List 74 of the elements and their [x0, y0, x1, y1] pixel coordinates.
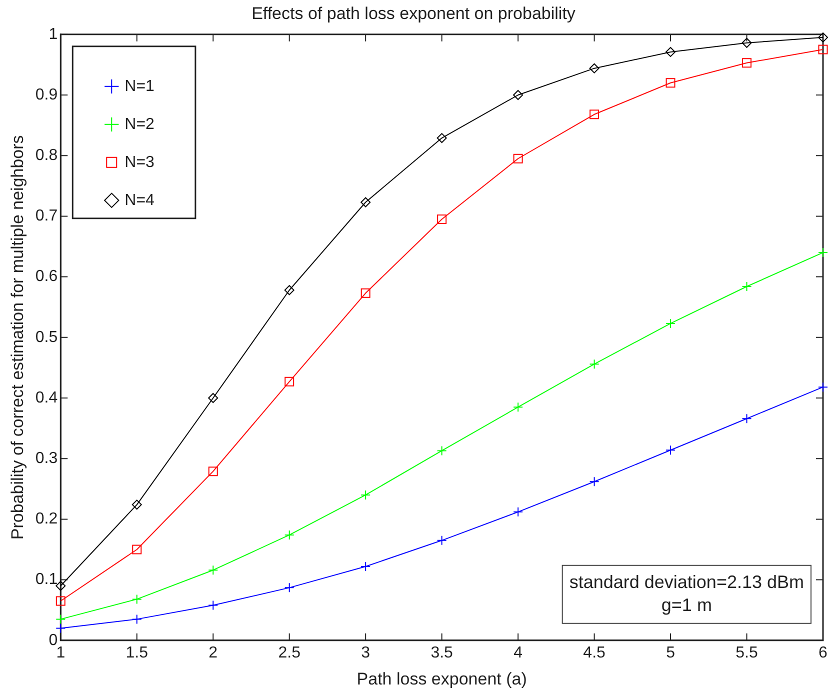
- legend-label: N=4: [124, 192, 155, 209]
- x-tick-label: 3.5: [430, 644, 454, 662]
- x-tick-label: 2: [208, 644, 218, 662]
- legend-label: N=3: [124, 154, 155, 171]
- point: [132, 544, 142, 554]
- x-tick-label: 4: [514, 644, 523, 662]
- y-tick-label: 0.6: [35, 268, 58, 286]
- y-tick-label: 0.1: [35, 571, 58, 588]
- annotation: g=1 m: [661, 594, 712, 615]
- point: [590, 110, 600, 120]
- y-tick-label: 0.8: [35, 147, 58, 164]
- point: [132, 594, 142, 604]
- x-tick-label: 4.5: [583, 644, 606, 662]
- point: [132, 614, 142, 624]
- point: [56, 623, 66, 634]
- y-tick-label: 0.7: [35, 208, 58, 225]
- point: [208, 393, 218, 403]
- point: [818, 32, 828, 42]
- point: [360, 490, 371, 500]
- y-tick-label: 0.3: [35, 450, 58, 468]
- point: [513, 90, 524, 100]
- point: [742, 58, 752, 68]
- point: [666, 78, 676, 88]
- point: [56, 580, 66, 591]
- point: [513, 154, 523, 164]
- point: [284, 376, 294, 386]
- y-tick-label: 0.5: [35, 328, 58, 346]
- point: [589, 476, 600, 487]
- y-tick-label: 0: [48, 632, 58, 649]
- point: [56, 614, 66, 624]
- y-tick-label: 1: [48, 26, 58, 43]
- x-tick-label: 5.5: [736, 644, 758, 662]
- point: [436, 133, 447, 144]
- point: [436, 446, 447, 456]
- y-axis-title: Probability of correct estimation for multiple neighbors: [8, 135, 27, 540]
- point: [666, 46, 676, 57]
- x-tick-label: 2.5: [278, 644, 301, 662]
- point: [818, 44, 828, 54]
- point: [513, 402, 524, 412]
- y-tick-label: 0.9: [35, 86, 58, 104]
- point: [818, 248, 828, 258]
- x-axis-title: Path loss exponent (a): [356, 669, 527, 688]
- point: [132, 500, 142, 510]
- x-tick-label: 3: [361, 644, 370, 662]
- point: [589, 359, 600, 370]
- point: [437, 214, 447, 224]
- point: [360, 197, 371, 208]
- point: [742, 414, 752, 424]
- x-tick-label: 1.5: [126, 644, 148, 662]
- point: [360, 561, 371, 572]
- point: [208, 600, 218, 610]
- point: [436, 535, 447, 546]
- point: [208, 565, 218, 576]
- point: [742, 38, 752, 48]
- chart-title: Effects of path loss exponent on probability: [252, 4, 576, 23]
- point: [513, 506, 524, 517]
- x-tick-label: 5: [666, 644, 676, 662]
- x-tick-label: 6: [818, 644, 828, 662]
- y-tick-label: 0.4: [35, 389, 58, 406]
- point: [284, 582, 294, 593]
- point: [56, 596, 66, 606]
- point: [666, 318, 676, 328]
- point: [208, 466, 218, 476]
- legend-label: N=1: [124, 78, 155, 95]
- point: [360, 288, 370, 298]
- point: [589, 63, 600, 74]
- y-tick-label: 0.2: [35, 510, 58, 528]
- point: [284, 530, 294, 540]
- point: [284, 285, 294, 296]
- point: [742, 281, 752, 292]
- point: [818, 382, 828, 392]
- legend-label: N=2: [124, 116, 155, 133]
- point: [666, 445, 676, 456]
- annotation: standard deviation=2.13 dBm: [569, 572, 804, 592]
